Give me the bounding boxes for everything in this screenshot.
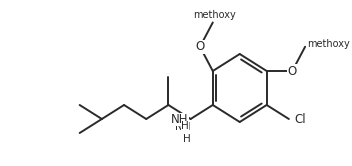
- Text: O: O: [195, 40, 205, 53]
- Text: O: O: [195, 40, 205, 53]
- Text: NH
H: NH H: [175, 122, 190, 144]
- Text: H: H: [181, 121, 189, 131]
- Text: Cl: Cl: [294, 113, 306, 125]
- Text: NH: NH: [171, 113, 189, 125]
- Text: methoxy: methoxy: [307, 39, 350, 49]
- Text: O: O: [288, 65, 297, 78]
- Text: methoxy: methoxy: [193, 9, 236, 19]
- Text: O: O: [288, 65, 297, 78]
